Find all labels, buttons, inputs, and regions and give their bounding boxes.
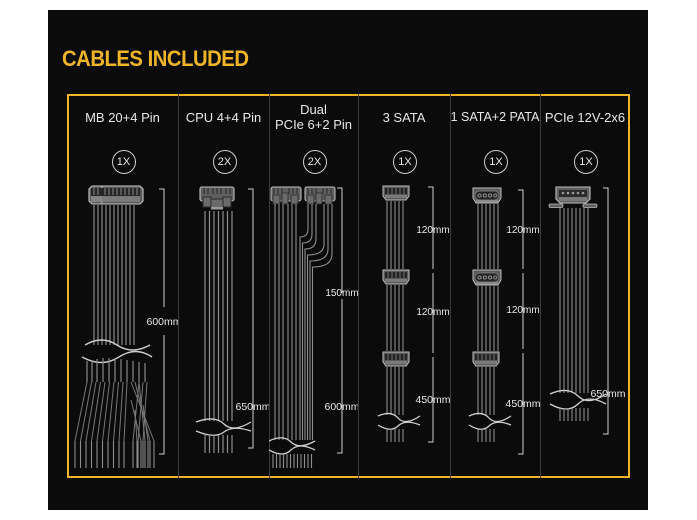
- svg-text:450mm: 450mm: [415, 394, 450, 406]
- svg-text:120mm: 120mm: [416, 307, 449, 318]
- svg-text:600mm: 600mm: [324, 401, 358, 413]
- svg-text:600mm: 600mm: [146, 316, 178, 328]
- svg-text:150mm: 150mm: [325, 288, 358, 299]
- svg-text:650mm: 650mm: [590, 388, 625, 400]
- svg-text:450mm: 450mm: [505, 398, 540, 410]
- svg-text:120mm: 120mm: [506, 225, 539, 236]
- svg-text:120mm: 120mm: [416, 225, 449, 236]
- svg-text:120mm: 120mm: [506, 305, 539, 316]
- svg-text:650mm: 650mm: [235, 401, 269, 413]
